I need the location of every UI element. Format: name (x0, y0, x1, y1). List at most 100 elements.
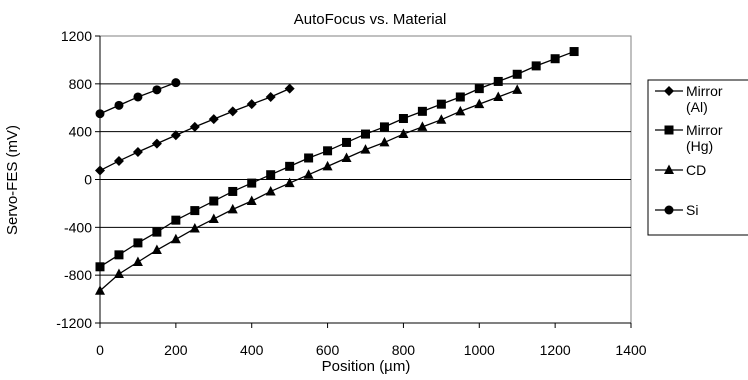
data-point-mirror-hg (550, 54, 560, 64)
x-tick-label: 1000 (464, 342, 495, 358)
y-tick-label: 0 (84, 172, 92, 188)
data-point-cd (303, 169, 314, 179)
x-tick-label: 0 (96, 342, 104, 358)
data-point-mirror-hg (95, 262, 105, 272)
data-point-si (114, 100, 124, 110)
data-point-mirror-hg (379, 122, 389, 132)
data-point-mirror-al (265, 91, 276, 102)
data-point-cd (208, 213, 219, 223)
legend-marker-si (664, 205, 674, 215)
data-point-mirror-hg (474, 84, 484, 94)
legend-marker-mirror-al (664, 86, 674, 96)
x-tick-label: 1400 (615, 342, 646, 358)
legend-label-mirror-hg: Mirror (686, 122, 723, 138)
legend-label-mirror-al: Mirror (686, 83, 723, 99)
y-tick-label: -400 (64, 219, 92, 235)
data-point-cd (398, 128, 409, 139)
data-point-mirror-hg (436, 99, 446, 109)
y-tick-label: 400 (69, 124, 93, 140)
data-point-cd (227, 203, 238, 214)
data-point-mirror-al (170, 130, 181, 141)
data-point-mirror-hg (493, 76, 503, 86)
data-point-cd (360, 144, 371, 154)
data-point-cd (341, 152, 352, 162)
series-mirror-al (95, 83, 295, 176)
data-point-mirror-hg (304, 153, 314, 163)
data-point-mirror-al (284, 83, 295, 94)
data-point-mirror-al (151, 138, 162, 149)
data-point-mirror-al (113, 155, 124, 166)
legend-label-mirror-hg: (Hg) (686, 138, 713, 154)
series-mirror-hg (95, 47, 579, 272)
data-point-cd (493, 91, 504, 101)
x-tick-label: 1200 (540, 342, 571, 358)
data-point-mirror-al (208, 114, 219, 125)
data-point-mirror-al (132, 146, 143, 157)
y-axis-label: Servo-FES (mV) (4, 125, 21, 235)
gridlines (100, 83, 631, 276)
data-point-cd (132, 256, 143, 267)
data-point-cd (189, 223, 200, 233)
tick-labels: -1200 -800 -400 0 400 800 1200 0 200 400 600 800 100… (56, 28, 647, 358)
x-tick-label: 400 (240, 342, 264, 358)
legend-label-mirror-al: (Al) (686, 99, 708, 115)
data-point-mirror-hg (209, 196, 219, 206)
y-tick-label: 800 (69, 76, 93, 92)
data-point-mirror-hg (228, 186, 238, 196)
data-point-mirror-hg (342, 137, 352, 147)
x-tick-label: 200 (164, 342, 188, 358)
x-tick-label: 600 (316, 342, 340, 358)
data-point-mirror-hg (569, 47, 579, 57)
data-point-si (133, 92, 143, 102)
data-point-cd (474, 98, 485, 109)
chart-title: AutoFocus vs. Material (294, 11, 447, 28)
data-point-cd (113, 268, 124, 278)
data-point-mirror-hg (171, 215, 181, 225)
data-point-cd (246, 195, 257, 206)
data-point-mirror-hg (323, 146, 333, 156)
data-point-si (152, 85, 162, 95)
data-point-mirror-hg (266, 170, 276, 180)
data-point-si (95, 109, 105, 119)
legend-label-cd: CD (686, 162, 706, 178)
data-point-mirror-hg (417, 106, 427, 116)
data-point-mirror-hg (398, 114, 408, 124)
legend-label-si: Si (686, 202, 698, 218)
data-point-mirror-hg (531, 61, 541, 71)
data-point-mirror-hg (512, 69, 522, 79)
legend-marker-cd (664, 164, 674, 174)
data-point-cd (379, 136, 390, 147)
x-tick-label: 800 (392, 342, 416, 358)
y-tick-label: -800 (64, 267, 92, 283)
data-point-cd (417, 121, 428, 131)
data-point-cd (170, 233, 181, 244)
data-point-mirror-hg (285, 161, 295, 171)
y-tick-label: 1200 (61, 28, 92, 44)
data-point-mirror-hg (361, 129, 370, 139)
data-point-mirror-hg (247, 178, 257, 188)
data-point-mirror-al (95, 165, 105, 176)
legend-marker-mirror-hg (664, 125, 674, 135)
data-point-cd (151, 244, 162, 255)
data-point-mirror-al (189, 121, 200, 132)
data-point-cd (512, 84, 523, 94)
data-point-si (171, 78, 181, 88)
x-axis-label: Position (µm) (322, 358, 411, 375)
data-point-mirror-hg (152, 227, 162, 237)
data-point-mirror-hg (114, 250, 124, 260)
data-point-cd (265, 185, 276, 196)
data-point-cd (455, 105, 466, 116)
series-cd (95, 84, 523, 295)
data-point-mirror-hg (190, 206, 200, 216)
y-tick-label: -1200 (56, 315, 92, 331)
data-point-cd (322, 160, 333, 171)
data-point-mirror-al (246, 99, 257, 110)
data-point-cd (436, 114, 447, 124)
data-point-mirror-hg (133, 238, 143, 248)
data-point-cd (284, 177, 295, 188)
data-point-mirror-al (227, 106, 238, 117)
data-point-cd (95, 285, 105, 295)
data-point-mirror-hg (455, 92, 465, 102)
